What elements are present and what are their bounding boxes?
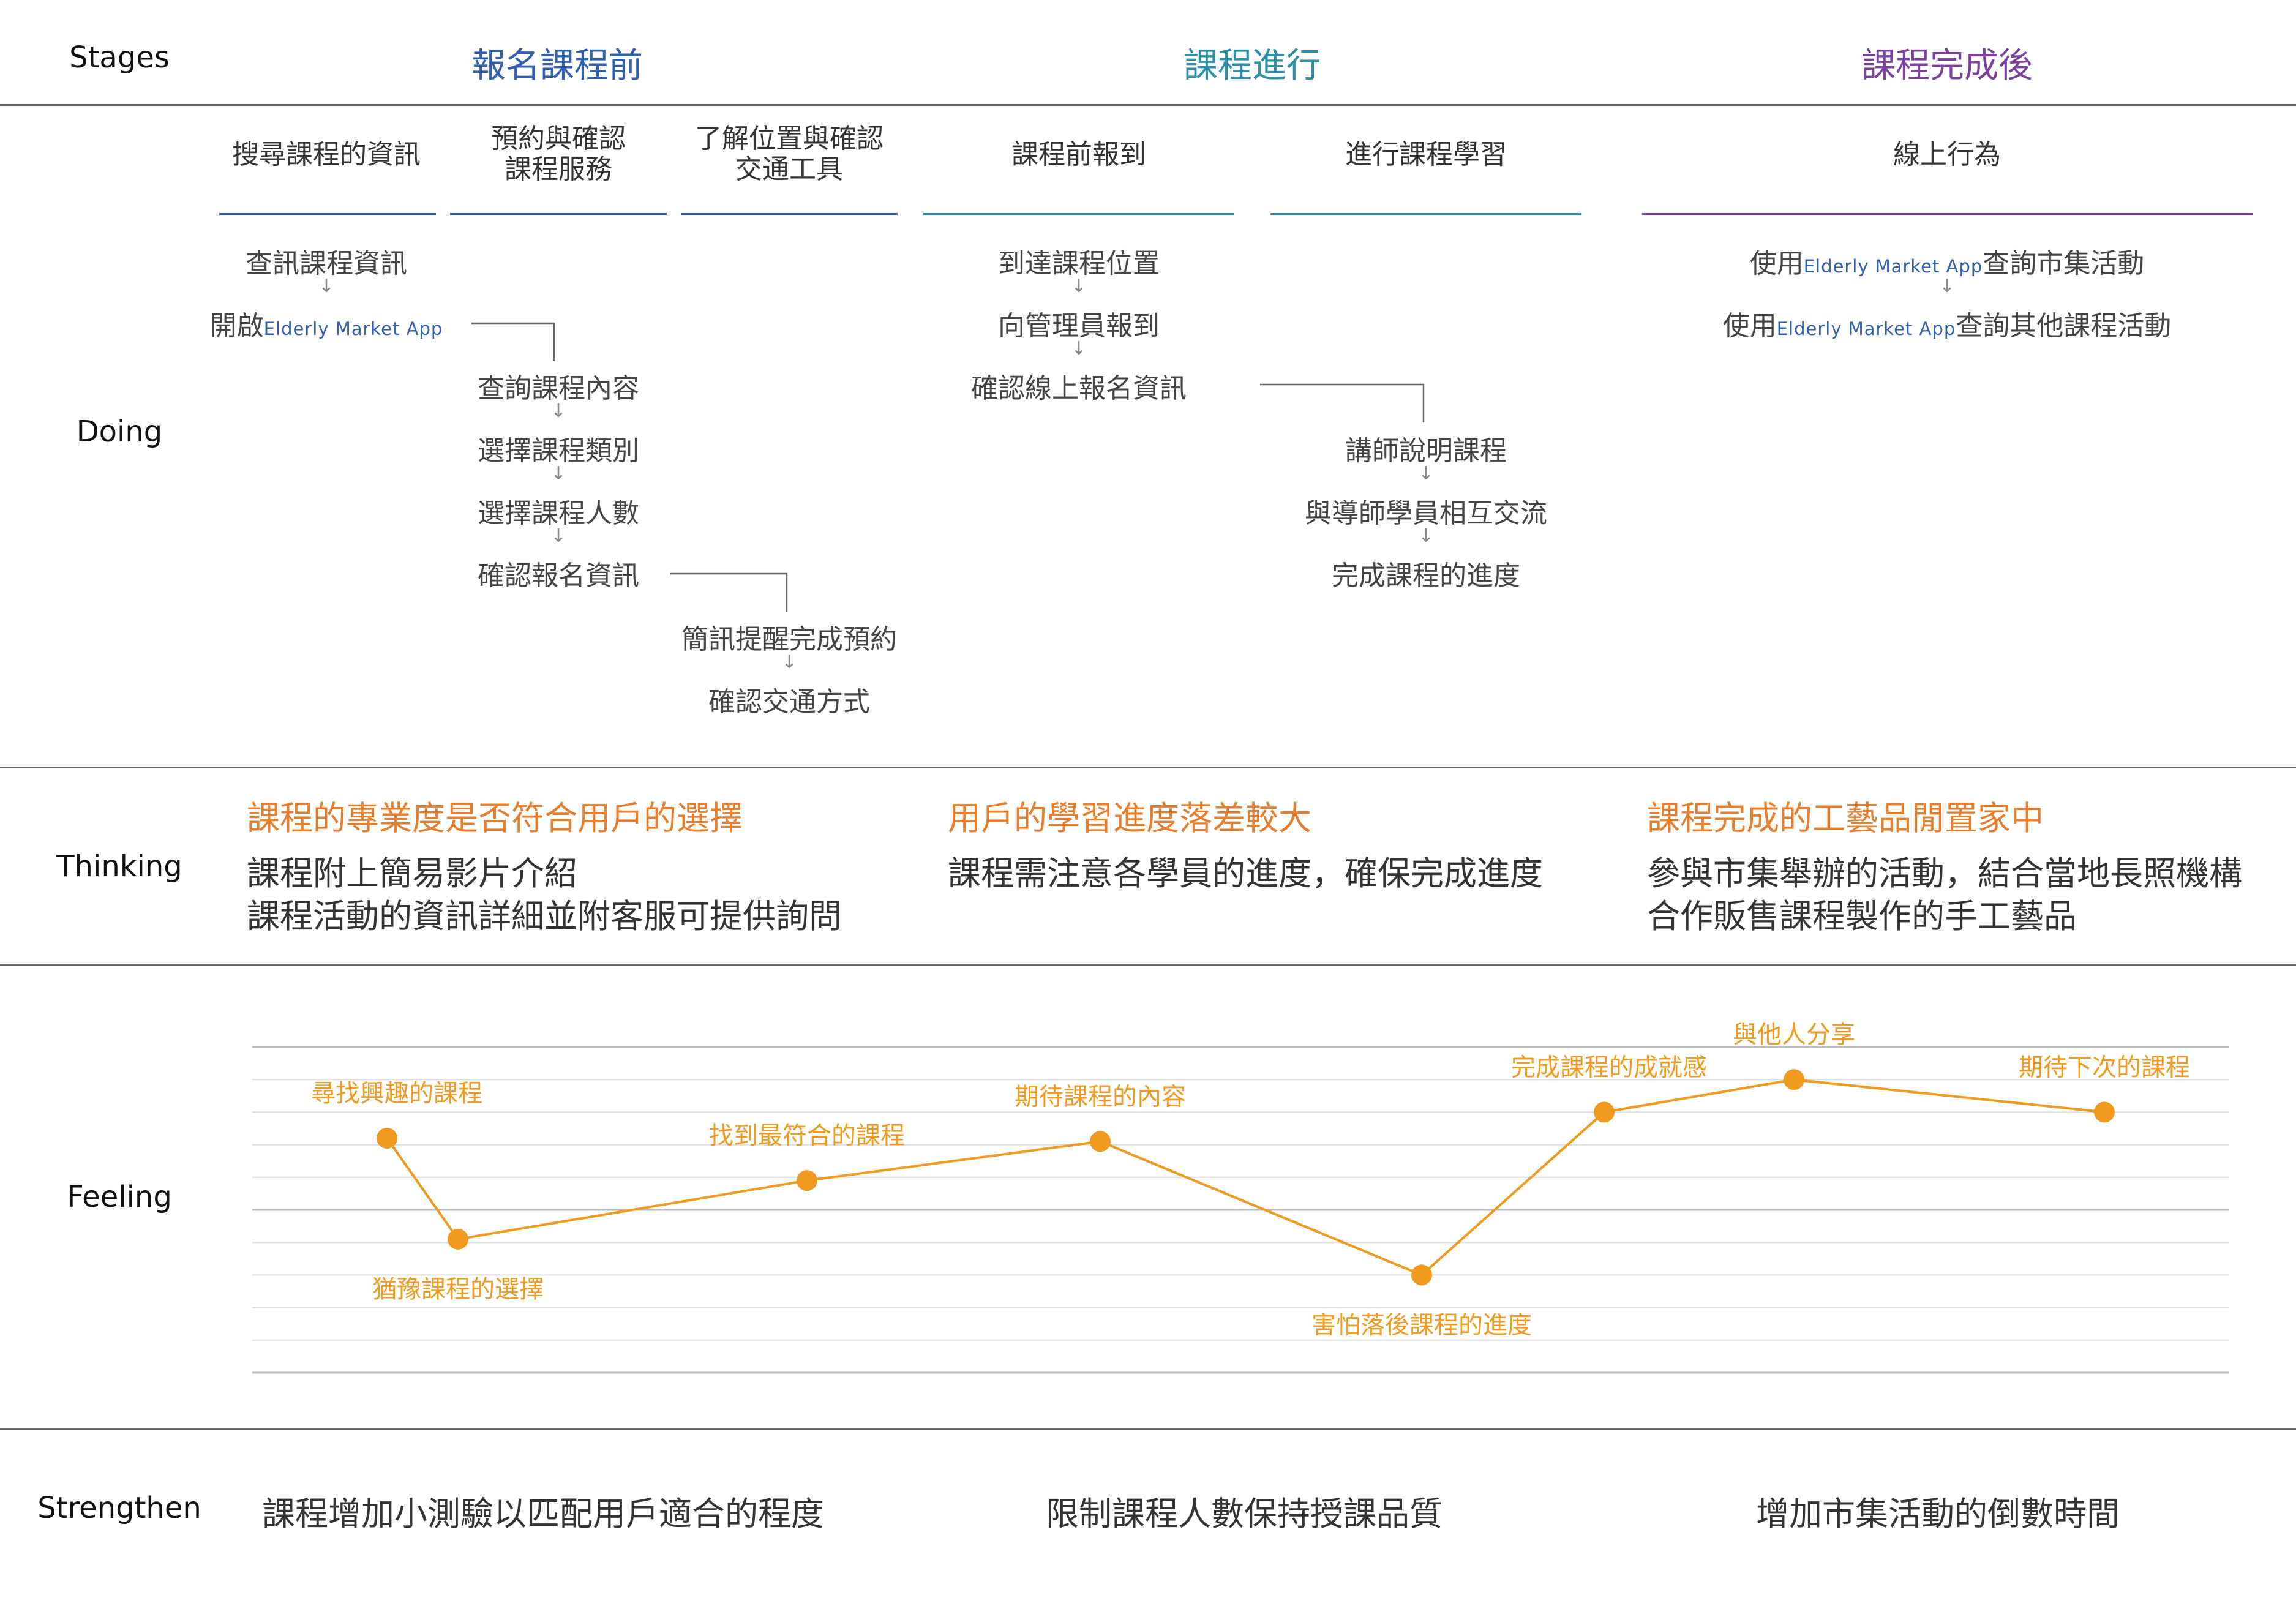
doing-reserve-step-2: 選擇課程類別: [478, 435, 639, 467]
feeling-point-label: 尋找興趣的課程: [311, 1079, 482, 1108]
thinking-body-3: 參與市集舉辦的活動，結合當地長照機構 合作販售課程製作的手工藝品: [1647, 854, 2242, 936]
substage-search: 搜尋課程的資訊: [232, 139, 421, 170]
doing-transport-step-2: 確認交通方式: [708, 686, 870, 718]
substage-underline-transport: [681, 213, 898, 215]
thinking-heading-3: 課程完成的工藝品閒置家中: [1647, 799, 2044, 838]
row-label-doing: Doing: [76, 415, 163, 449]
doing-checkin-step-1: 到達課程位置: [998, 248, 1160, 279]
row-label-stages: Stages: [69, 40, 170, 75]
connector-reserve-transport: [670, 572, 788, 612]
row-label-thinking: Thinking: [56, 849, 182, 884]
strengthen-item-3: 增加市集活動的倒數時間: [1756, 1495, 2120, 1533]
feeling-point: [377, 1127, 397, 1149]
arrow-icon: ↓: [1939, 276, 1955, 297]
substage-learning: 進行課程學習: [1345, 139, 1507, 170]
doing-online-step-2: 使用Elderly Market App查詢其他課程活動: [1723, 304, 2172, 343]
doing-search-step-2: 開啟Elderly Market App: [210, 304, 443, 343]
substage-underline-reserve: [450, 213, 667, 215]
stage-after-completion: 課程完成後: [1861, 46, 2033, 86]
arrow-icon: ↓: [1418, 463, 1434, 484]
arrow-icon: ↓: [1071, 338, 1087, 359]
feeling-point-label: 期待課程的內容: [1015, 1083, 1186, 1111]
arrow-icon: ↓: [550, 400, 566, 422]
feeling-point: [797, 1170, 817, 1191]
divider-stages: [0, 104, 2296, 106]
arrow-icon: ↓: [318, 276, 334, 297]
app-name: Elderly Market App: [1803, 256, 1983, 277]
substage-transport: 了解位置與確認 交通工具: [695, 123, 884, 185]
use-label: 使用: [1749, 248, 1804, 279]
doing-reserve-step-4: 確認報名資訊: [478, 560, 639, 591]
feeling-line: [386, 1078, 2105, 1277]
divider-feeling: [0, 1428, 2296, 1430]
doing-reserve-step-1: 查詢課程內容: [478, 373, 639, 404]
thinking-heading-1: 課程的專業度是否符合用戶的選擇: [247, 799, 743, 838]
divider-doing: [0, 767, 2296, 768]
doing-checkin-step-3: 確認線上報名資訊: [971, 373, 1187, 404]
divider-thinking: [0, 964, 2296, 966]
use-label: 使用: [1722, 310, 1777, 342]
stage-in-progress: 課程進行: [1184, 46, 1321, 86]
row-label-feeling: Feeling: [67, 1180, 172, 1214]
app-name: Elderly Market App: [263, 318, 443, 339]
app-name: Elderly Market App: [1776, 318, 1956, 339]
feeling-point-label: 與他人分享: [1733, 1021, 1855, 1049]
feeling-point: [1594, 1101, 1615, 1123]
arrow-icon: ↓: [1071, 276, 1087, 297]
feeling-point-label: 完成課程的成就感: [1511, 1053, 1707, 1081]
doing-learning-step-2: 與導師學員相互交流: [1305, 498, 1547, 529]
doing-checkin-step-2: 向管理員報到: [998, 310, 1160, 342]
arrow-icon: ↓: [550, 525, 566, 547]
feeling-point-label: 害怕落後課程的進度: [1311, 1311, 1532, 1339]
stage-before-enrollment: 報名課程前: [471, 46, 643, 86]
thinking-heading-2: 用戶的學習進度落差較大: [948, 799, 1311, 838]
feeling-point: [1784, 1069, 1804, 1090]
feeling-point-label: 猶豫課程的選擇: [372, 1275, 544, 1304]
thinking-body-2: 課程需注意各學員的進度，確保完成進度: [948, 854, 1543, 893]
connector-checkin-learning: [1260, 383, 1425, 422]
substage-underline-search: [219, 213, 436, 215]
substage-underline-online: [1642, 213, 2253, 215]
open-label: 開啟: [209, 310, 264, 342]
arrow-icon: ↓: [1418, 525, 1434, 547]
feeling-point-label: 找到最符合的課程: [709, 1122, 905, 1150]
arrow-icon: ↓: [550, 463, 566, 484]
substage-reserve: 預約與確認 課程服務: [491, 123, 626, 185]
feeling-point: [1090, 1131, 1111, 1152]
connector-search-reserve: [471, 322, 555, 361]
doing-search-step-1: 查訊課程資訊: [246, 248, 407, 279]
strengthen-item-1: 課程增加小測驗以匹配用戶適合的程度: [262, 1495, 824, 1533]
strengthen-item-2: 限制課程人數保持授課品質: [1046, 1495, 1443, 1533]
arrow-icon: ↓: [781, 651, 797, 673]
substage-checkin: 課程前報到: [1011, 139, 1146, 170]
row-label-strengthen: Strengthen: [37, 1491, 201, 1525]
doing-learning-step-3: 完成課程的進度: [1332, 560, 1520, 591]
doing-online-step-1: 使用Elderly Market App查詢市集活動: [1750, 241, 2145, 280]
doing-learning-step-1: 講師說明課程: [1345, 435, 1507, 467]
feeling-point-label: 期待下次的課程: [2019, 1053, 2190, 1081]
feeling-point: [448, 1228, 468, 1250]
feeling-point: [1411, 1264, 1432, 1286]
substage-underline-learning: [1270, 213, 1581, 215]
substage-underline-checkin: [923, 213, 1234, 215]
thinking-body-1: 課程附上簡易影片介紹 課程活動的資訊詳細並附客服可提供詢問: [247, 854, 842, 936]
feeling-point: [2094, 1101, 2115, 1123]
substage-online: 線上行為: [1893, 139, 2001, 170]
online-action-2: 查詢其他課程活動: [1956, 310, 2172, 342]
doing-reserve-step-3: 選擇課程人數: [478, 498, 639, 529]
doing-transport-step-1: 簡訊提醒完成預約: [681, 624, 897, 655]
online-action-1: 查詢市集活動: [1983, 248, 2145, 279]
